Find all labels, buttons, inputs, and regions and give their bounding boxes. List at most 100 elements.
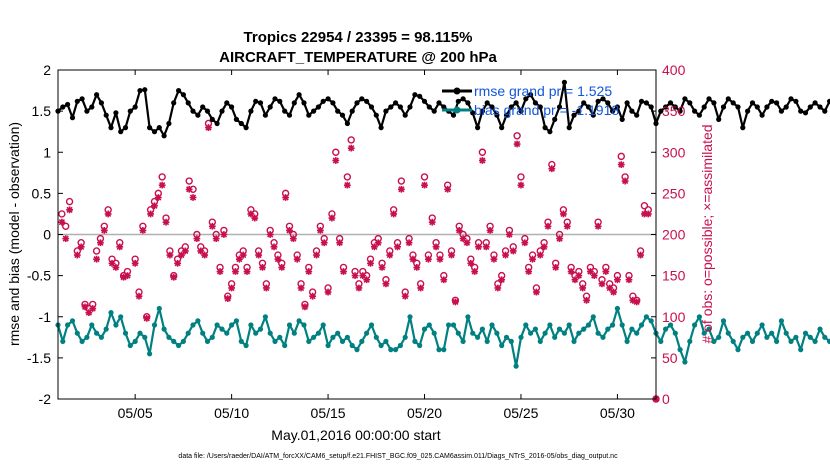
obs-assimilated-point — [509, 247, 517, 255]
rmse-point — [180, 92, 186, 98]
bias-point — [393, 347, 399, 353]
obs-assimilated-point — [355, 284, 363, 292]
rmse-point — [311, 108, 317, 114]
rmse-point — [431, 108, 437, 114]
bias-point — [706, 326, 712, 332]
obs-possible-point — [640, 202, 649, 210]
obs-assimilated-point — [494, 284, 502, 292]
rmse-point — [253, 98, 259, 104]
rmse-point — [716, 116, 722, 122]
y-axis-label: rmse and bias (model - observation) — [6, 122, 22, 346]
obs-assimilated-point — [374, 239, 382, 247]
bias-point — [344, 334, 350, 340]
obs-assimilated-point — [390, 210, 398, 218]
obs-assimilated-point — [590, 272, 598, 280]
rmse-point — [142, 87, 148, 93]
bias-point — [513, 363, 519, 369]
y-tick-label: -0.5 — [27, 268, 51, 284]
bias-point — [600, 334, 606, 340]
obs-assimilated-point — [486, 226, 494, 234]
rmse-point — [807, 104, 813, 110]
bias-point — [508, 338, 514, 344]
rmse-point — [137, 88, 143, 94]
bias-point — [692, 322, 698, 328]
obs-assimilated-point — [262, 284, 270, 292]
rmse-point — [417, 93, 423, 99]
obs-assimilated-point — [73, 251, 81, 259]
obs-possible-point — [62, 222, 70, 230]
obs-assimilated-point — [370, 243, 378, 251]
obs-assimilated-point — [544, 222, 552, 230]
obs-assimilated-point — [343, 181, 351, 189]
bias-point — [60, 338, 66, 344]
rmse-point — [74, 98, 80, 104]
obs-assimilated-point — [293, 255, 301, 263]
obs-assimilated-point — [409, 255, 417, 263]
bias-point — [122, 330, 129, 336]
bias-point — [711, 338, 717, 344]
bias-point — [286, 322, 293, 328]
obs-assimilated-point — [444, 185, 452, 193]
y-tick-label: 0.5 — [32, 185, 52, 201]
bias-point — [320, 322, 326, 328]
rmse-point — [214, 120, 220, 127]
bias-point — [388, 347, 394, 353]
bias-point — [204, 338, 211, 344]
bias-point — [151, 322, 158, 328]
bias-point — [373, 334, 379, 340]
rmse-point — [393, 100, 399, 106]
bias-point — [725, 330, 731, 336]
y2-tick-label: 100 — [662, 309, 686, 325]
bias-point — [542, 330, 548, 336]
y-tick-label: 2 — [43, 62, 51, 78]
obs-assimilated-point — [143, 314, 151, 322]
obs-assimilated-point — [606, 284, 614, 292]
obs-possible-point — [158, 173, 166, 181]
bias-point — [484, 338, 490, 344]
obs-assimilated-point — [417, 284, 425, 292]
rmse-point — [229, 104, 235, 110]
obs-assimilated-series — [58, 124, 660, 403]
bias-point — [166, 334, 172, 340]
bias-point — [142, 334, 148, 340]
rmse-point — [518, 108, 524, 114]
obs-assimilated-point — [166, 251, 174, 259]
rmse-point — [412, 92, 418, 98]
obs-assimilated-point — [451, 298, 459, 306]
bias-point — [822, 334, 828, 340]
obs-assimilated-point — [502, 251, 509, 259]
obs-assimilated-point — [324, 288, 332, 296]
rmse-point — [677, 108, 683, 114]
legend-bias-marker — [453, 106, 461, 114]
obs-assimilated-point — [247, 210, 255, 218]
bias-point — [552, 334, 558, 340]
obs-assimilated-point — [220, 231, 228, 238]
bias-point — [778, 318, 785, 324]
obs-assimilated-point — [255, 251, 263, 259]
rmse-point — [822, 108, 828, 114]
rmse-point — [441, 104, 447, 110]
obs-assimilated-point — [274, 255, 282, 263]
obs-assimilated-point — [563, 222, 571, 230]
rmse-point — [65, 101, 71, 108]
rmse-point — [788, 96, 794, 102]
bias-point — [475, 334, 481, 340]
bias-point — [84, 334, 90, 340]
obs-assimilated-point — [629, 296, 637, 304]
obs-assimilated-point — [448, 251, 455, 259]
rmse-point — [378, 125, 384, 131]
obs-assimilated-point — [529, 255, 536, 263]
rmse-point — [132, 104, 138, 110]
obs-assimilated-point — [205, 124, 212, 131]
bias-point — [455, 330, 461, 336]
rmse-point — [344, 120, 350, 127]
y2-tick-label: 0 — [662, 391, 670, 407]
bias-point — [629, 326, 635, 332]
obs-possible-point — [58, 210, 66, 218]
obs-assimilated-point — [189, 194, 197, 201]
rmse-point — [720, 104, 727, 110]
rmse-point — [436, 100, 442, 106]
obs-assimilated-point — [85, 309, 93, 317]
y2-tick-label: 50 — [662, 350, 678, 366]
